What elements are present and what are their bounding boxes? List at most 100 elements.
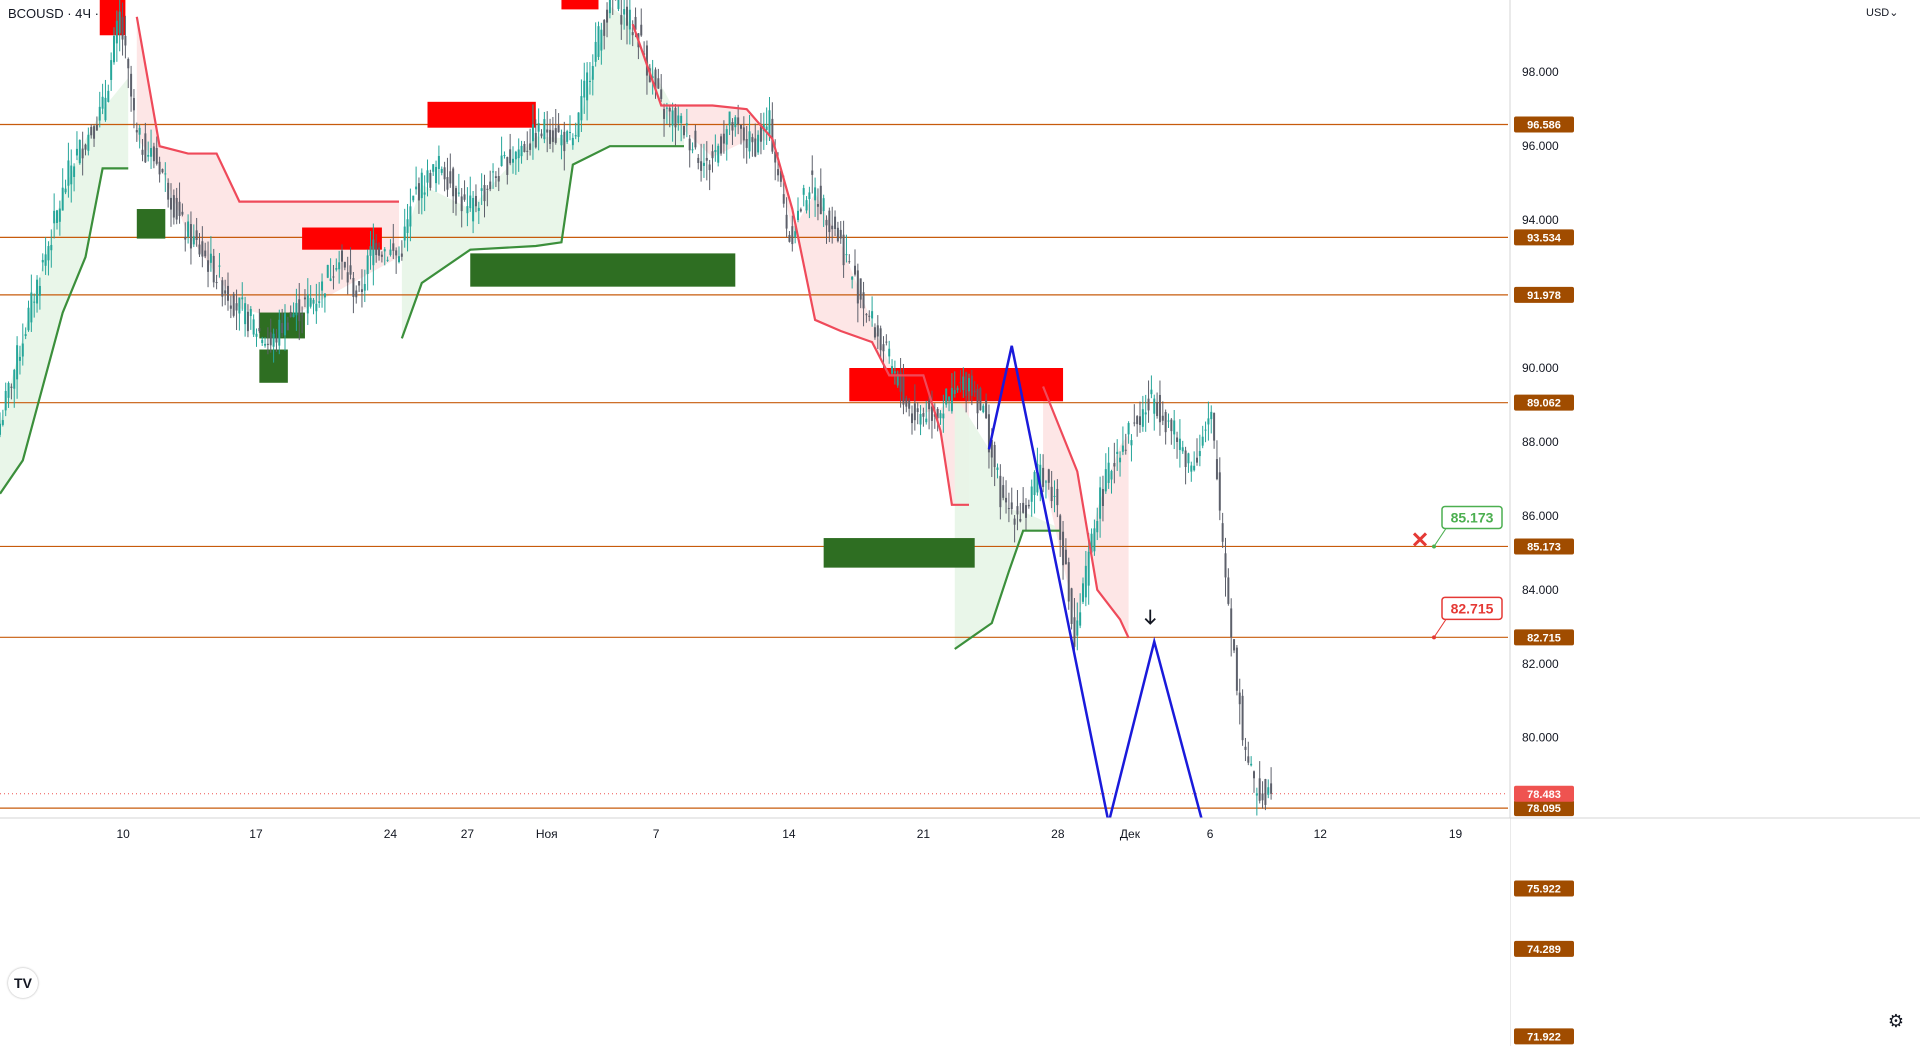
candle-body — [1204, 429, 1207, 431]
candle — [38, 277, 41, 310]
price-axis-bg — [1510, 0, 1920, 1046]
candle — [118, 0, 121, 52]
candle — [329, 258, 332, 282]
candle — [677, 104, 680, 131]
candle-body — [702, 162, 705, 166]
candle — [705, 141, 708, 181]
candle — [1010, 487, 1013, 515]
candle-body — [856, 270, 859, 304]
candle-body — [905, 398, 908, 407]
candle — [1096, 507, 1099, 541]
candle — [87, 127, 90, 156]
candle-body — [389, 249, 392, 255]
candle — [201, 226, 204, 268]
candle-body — [1093, 528, 1096, 552]
candle — [164, 162, 167, 192]
candle — [879, 325, 882, 358]
x-tick-label: 21 — [917, 827, 931, 841]
candle-body — [1178, 438, 1181, 450]
candle-body — [486, 188, 489, 190]
candle-body — [500, 155, 503, 167]
candle-body — [1076, 620, 1079, 636]
candle-body — [1244, 746, 1247, 750]
candle — [366, 249, 369, 291]
candle — [1064, 538, 1067, 565]
candle — [697, 154, 700, 170]
candle — [58, 200, 61, 236]
candle-body — [742, 127, 745, 141]
candle — [554, 108, 557, 145]
candle-body — [301, 314, 304, 316]
candle — [1147, 380, 1150, 423]
candle — [771, 102, 774, 154]
candle — [768, 97, 771, 141]
candle — [275, 328, 278, 352]
candle — [885, 334, 888, 346]
level-tag-label: 85.173 — [1527, 541, 1561, 553]
candle-body — [440, 168, 443, 173]
candle — [517, 138, 520, 172]
candle-body — [540, 133, 543, 137]
candle — [1204, 421, 1207, 443]
candle — [976, 384, 979, 430]
candle-body — [207, 260, 210, 272]
candle-body — [90, 126, 93, 136]
candle — [913, 384, 916, 431]
candle — [1076, 602, 1079, 651]
candle-body — [879, 328, 882, 351]
candle — [845, 234, 848, 263]
candle — [759, 112, 762, 155]
candle-body — [1127, 423, 1130, 435]
candle-body — [121, 16, 124, 40]
candle — [44, 237, 47, 275]
candle — [33, 293, 36, 318]
candle — [680, 113, 683, 142]
candle — [557, 113, 560, 133]
candle — [546, 111, 549, 153]
candle — [98, 91, 101, 128]
candle-body — [942, 413, 945, 419]
candle-body — [84, 144, 87, 150]
candle-body — [178, 201, 181, 216]
currency-selector[interactable]: USD⌄ — [1866, 6, 1898, 19]
candle — [905, 395, 908, 413]
candle-body — [118, 11, 121, 34]
candle — [221, 277, 224, 307]
candle-body — [170, 197, 172, 210]
callout-leader — [1433, 528, 1447, 547]
candle — [7, 381, 10, 408]
candle — [1116, 439, 1119, 471]
y-tick-label: 90.000 — [1522, 361, 1559, 375]
candle-body — [1207, 418, 1210, 425]
candle — [1139, 401, 1141, 433]
candle — [298, 283, 301, 341]
candle-body — [1025, 505, 1027, 518]
gear-icon[interactable]: ⚙ — [1887, 1011, 1905, 1032]
candle-body — [546, 129, 549, 133]
candle — [264, 337, 267, 348]
supertrend-down-line — [631, 23, 969, 506]
candle — [138, 124, 141, 149]
candle-body — [745, 138, 748, 148]
chevron-down-icon: ⌄ — [1889, 7, 1899, 19]
candle — [437, 145, 440, 185]
candle-body — [645, 45, 648, 76]
candle-body — [306, 294, 309, 314]
candle-body — [1044, 481, 1047, 483]
candle-body — [53, 210, 56, 224]
symbol-title[interactable]: BCOUSD · 4Ч · — [8, 6, 100, 21]
callout-box — [1441, 505, 1503, 530]
candle-body — [959, 382, 962, 384]
candle-body — [1067, 562, 1070, 602]
candle-body — [720, 136, 723, 154]
candle — [369, 230, 372, 270]
candle-body — [312, 299, 315, 304]
candle-body — [526, 150, 529, 152]
candle-body — [1087, 551, 1090, 586]
candle — [266, 327, 269, 355]
candle — [312, 298, 315, 315]
candle — [110, 52, 113, 91]
candle — [754, 123, 757, 158]
candle-body — [115, 20, 118, 44]
